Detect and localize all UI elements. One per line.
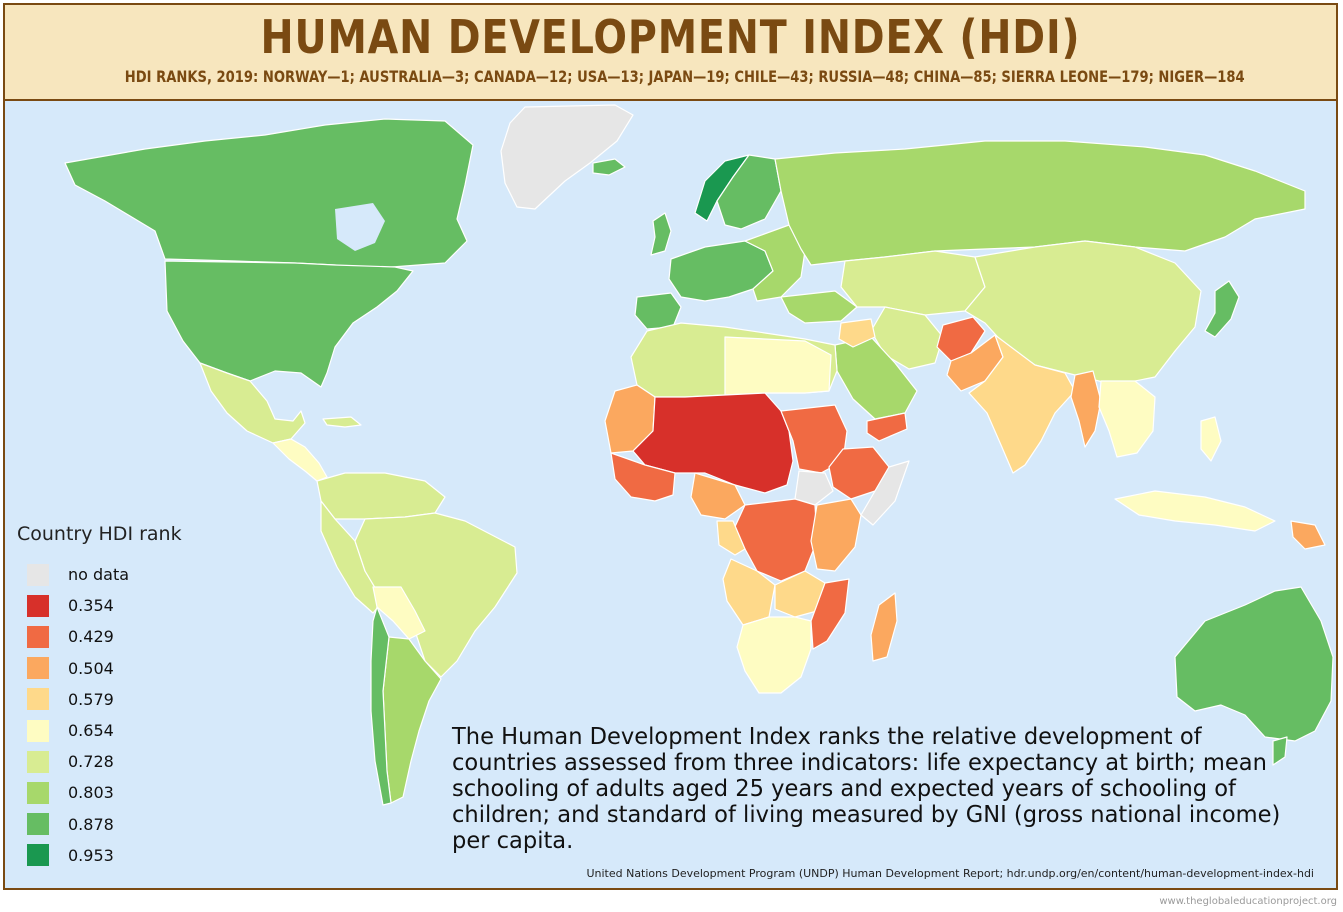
region-philippines xyxy=(1200,416,1222,462)
legend-label: 0.354 xyxy=(68,596,114,616)
legend-label: 0.803 xyxy=(68,783,114,803)
header: HUMAN DEVELOPMENT INDEX (HDI) HDI RANKS,… xyxy=(5,5,1336,101)
region-ethiopia xyxy=(828,446,890,500)
source-text: United Nations Development Program (UNDP… xyxy=(586,867,1314,880)
legend-label: 0.429 xyxy=(68,627,114,647)
legend-label: 0.579 xyxy=(68,689,114,709)
legend-item: 0.504 xyxy=(17,653,182,684)
region-sahel-mali-niger-chad xyxy=(632,392,794,494)
region-china xyxy=(964,240,1202,386)
region-mexico xyxy=(199,362,306,444)
legend-item: 0.953 xyxy=(17,840,182,871)
region-japan xyxy=(1204,280,1240,338)
legend-item: 0.803 xyxy=(17,777,182,808)
world-map xyxy=(64,104,1334,806)
legend: Country HDI rank no data 0.354 0.429 0.504 0… xyxy=(17,523,182,871)
legend-swatch xyxy=(27,657,49,680)
region-somalia xyxy=(860,460,910,526)
region-southern-africa xyxy=(736,616,812,694)
legend-label: 0.654 xyxy=(68,721,114,741)
legend-swatch xyxy=(27,594,49,617)
region-bolivia xyxy=(372,586,426,640)
map-frame: HUMAN DEVELOPMENT INDEX (HDI) HDI RANKS,… xyxy=(3,3,1338,890)
legend-item: 0.354 xyxy=(17,590,182,621)
legend-item: 0.654 xyxy=(17,715,182,746)
region-east-africa xyxy=(810,498,862,572)
legend-label: 0.728 xyxy=(68,752,114,772)
region-northern-south-america xyxy=(316,472,446,520)
region-new-zealand xyxy=(1272,736,1288,766)
region-chile xyxy=(370,606,392,806)
legend-item: no data xyxy=(17,559,182,590)
region-central-america xyxy=(272,438,328,482)
legend-swatch xyxy=(27,750,49,773)
legend-swatch xyxy=(27,781,49,804)
region-yemen xyxy=(866,412,908,442)
region-turkey xyxy=(780,290,858,324)
page-title: HUMAN DEVELOPMENT INDEX (HDI) xyxy=(260,10,1081,64)
region-iraq xyxy=(838,318,876,348)
legend-title: Country HDI rank xyxy=(17,523,182,545)
region-myanmar xyxy=(1070,370,1102,448)
region-gabon-congo xyxy=(716,520,746,556)
legend-label: no data xyxy=(68,565,130,585)
region-india xyxy=(968,334,1076,474)
region-canada xyxy=(64,118,474,270)
legend-item: 0.579 xyxy=(17,684,182,715)
legend-swatch xyxy=(27,844,49,867)
region-russia xyxy=(774,140,1306,266)
legend-item: 0.429 xyxy=(17,621,182,652)
legend-item: 0.878 xyxy=(17,809,182,840)
region-southeast-asia xyxy=(1098,380,1156,458)
region-caribbean xyxy=(322,416,362,428)
region-greenland xyxy=(500,104,634,210)
credit-text: www.theglobaleducationproject.org xyxy=(1159,896,1337,907)
legend-items: no data 0.354 0.429 0.504 0.579 0.654 0.728 0.8… xyxy=(17,559,182,871)
legend-label: 0.878 xyxy=(68,814,114,834)
legend-label: 0.953 xyxy=(68,845,114,865)
region-iberia xyxy=(634,292,682,330)
region-uk xyxy=(650,212,672,256)
description-text: The Human Development Index ranks the re… xyxy=(452,722,1281,854)
region-australia xyxy=(1174,586,1334,742)
legend-label: 0.504 xyxy=(68,658,114,678)
legend-swatch xyxy=(27,688,49,711)
region-madagascar xyxy=(870,592,898,662)
legend-swatch xyxy=(27,563,49,586)
region-south-sudan xyxy=(794,470,834,506)
region-nigeria xyxy=(690,472,746,520)
legend-item: 0.728 xyxy=(17,746,182,777)
region-west-africa xyxy=(610,452,676,502)
region-hudson-bay xyxy=(335,203,385,251)
region-papua-new-guinea xyxy=(1290,520,1326,550)
region-indonesia xyxy=(1114,490,1276,532)
page-subtitle: HDI RANKS, 2019: NORWAY—1; AUSTRALIA—3; … xyxy=(124,67,1245,86)
region-central-asia xyxy=(840,250,986,316)
region-iceland xyxy=(592,158,626,176)
legend-swatch xyxy=(27,625,49,648)
legend-swatch xyxy=(27,719,49,742)
legend-swatch xyxy=(27,813,49,836)
